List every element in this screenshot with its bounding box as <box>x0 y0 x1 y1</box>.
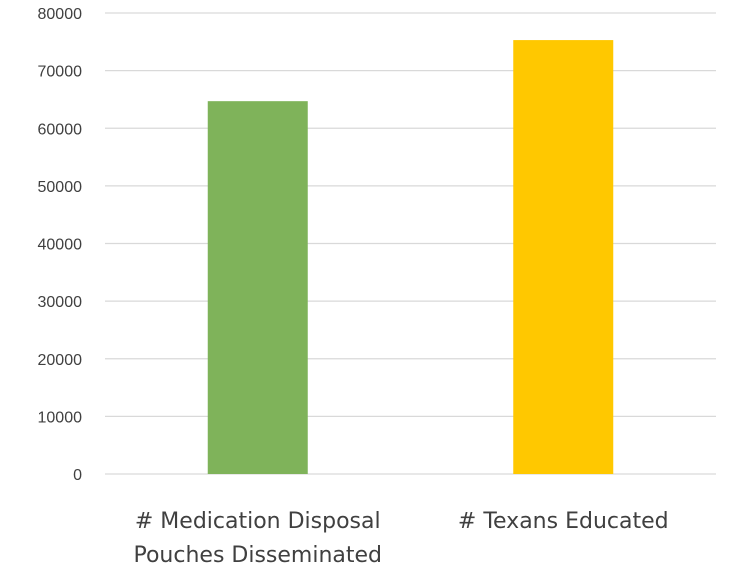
x-axis-category-labels: # Medication Disposal Pouches Disseminate… <box>133 509 668 568</box>
y-tick-label: 60000 <box>38 121 83 138</box>
y-tick-label: 0 <box>73 467 82 484</box>
bars <box>207 40 614 475</box>
bar-1 <box>207 101 308 474</box>
y-tick-label: 10000 <box>38 409 83 426</box>
bar-2 <box>513 40 614 475</box>
x-category-label: # Medication Disposal <box>135 509 381 534</box>
y-axis-tick-labels: 0 10000 20000 30000 40000 50000 60000 70000 8000… <box>38 6 83 484</box>
y-tick-label: 40000 <box>38 237 83 254</box>
y-tick-label: 80000 <box>38 6 83 23</box>
y-tick-label: 20000 <box>38 352 83 369</box>
gridlines <box>105 12 716 475</box>
y-tick-label: 30000 <box>38 294 83 311</box>
x-category-label: Pouches Disseminated <box>133 543 382 568</box>
x-category-label: # Texans Educated <box>458 509 669 534</box>
y-tick-label: 70000 <box>38 64 83 81</box>
y-tick-label: 50000 <box>38 179 83 196</box>
